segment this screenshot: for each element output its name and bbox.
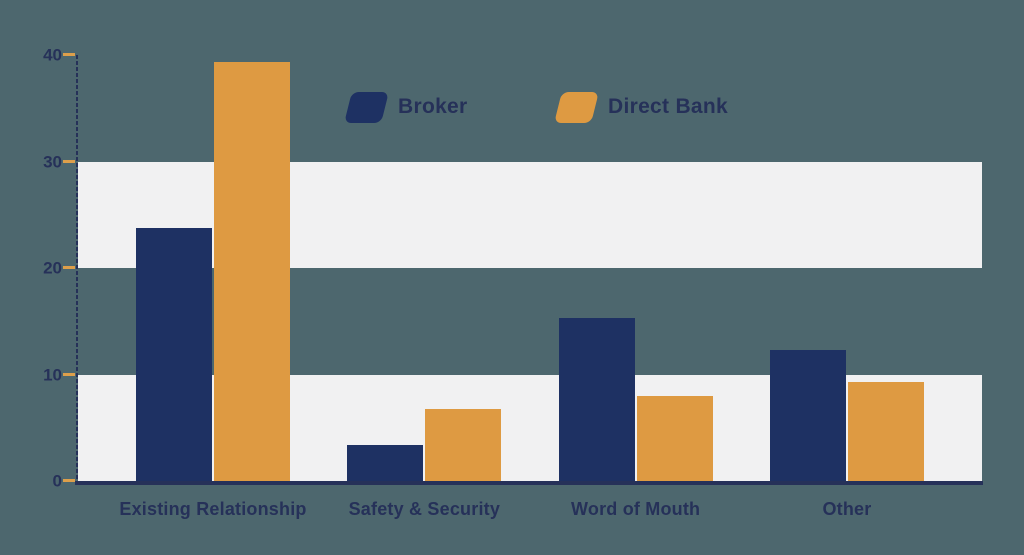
- y-axis-ticks: 40 30 20 10 0: [43, 47, 982, 490]
- bar-group-existing-relationship: [136, 55, 290, 481]
- x-axis-label-existing-relationship: Existing Relationship: [119, 499, 307, 519]
- x-axis-label-safety-security: Safety & Security: [348, 499, 501, 519]
- y-axis-tick-label-20: 20: [43, 258, 62, 278]
- y-axis-tick-label-0: 0: [52, 471, 62, 491]
- y-axis-tick-mark-0: [63, 479, 75, 482]
- bar-broker-existing-relationship: [136, 227, 212, 481]
- plot-area: 40 30 20 10 0: [43, 47, 982, 490]
- bar-broker-other: [769, 350, 846, 481]
- x-axis-line: [75, 481, 983, 485]
- bar-group-word-of-mouth: [558, 55, 713, 481]
- bar-direct-bank-safety-security: [425, 408, 502, 481]
- bar-direct-bank-existing-relationship: [214, 62, 290, 481]
- y-axis-tick-label-30: 30: [43, 152, 62, 171]
- bar-broker-word-of-mouth: [558, 318, 635, 481]
- y-axis-line: [76, 55, 78, 481]
- bars-row: [78, 55, 982, 481]
- legend-item-broker: Broker: [344, 90, 468, 124]
- x-axis-label-word-of-mouth: Word of Mouth: [571, 499, 701, 519]
- bar-group-safety-security: [347, 55, 502, 481]
- bar-broker-safety-security: [347, 444, 424, 481]
- legend-item-direct-bank: Direct Bank: [554, 90, 729, 124]
- y-axis-tick-mark-40: [63, 53, 75, 56]
- y-axis-tick-mark-20: [63, 266, 75, 269]
- y-axis-tick-mark-10: [63, 372, 75, 376]
- bar-direct-bank-word-of-mouth: [636, 395, 713, 481]
- legend-label-broker: Broker: [398, 95, 468, 118]
- x-axis-label-other: Other: [822, 499, 872, 519]
- bar-group-other: [769, 55, 924, 481]
- y-axis-tick-label-10: 10: [43, 365, 62, 384]
- bar-direct-bank-other: [847, 381, 924, 481]
- legend-label-direct-bank: Direct Bank: [608, 95, 729, 118]
- y-axis-tick-mark-30: [63, 159, 75, 163]
- y-axis-tick-label-40: 40: [43, 45, 62, 65]
- x-axis-labels: Existing Relationship Safety & Security Wo…: [78, 499, 982, 520]
